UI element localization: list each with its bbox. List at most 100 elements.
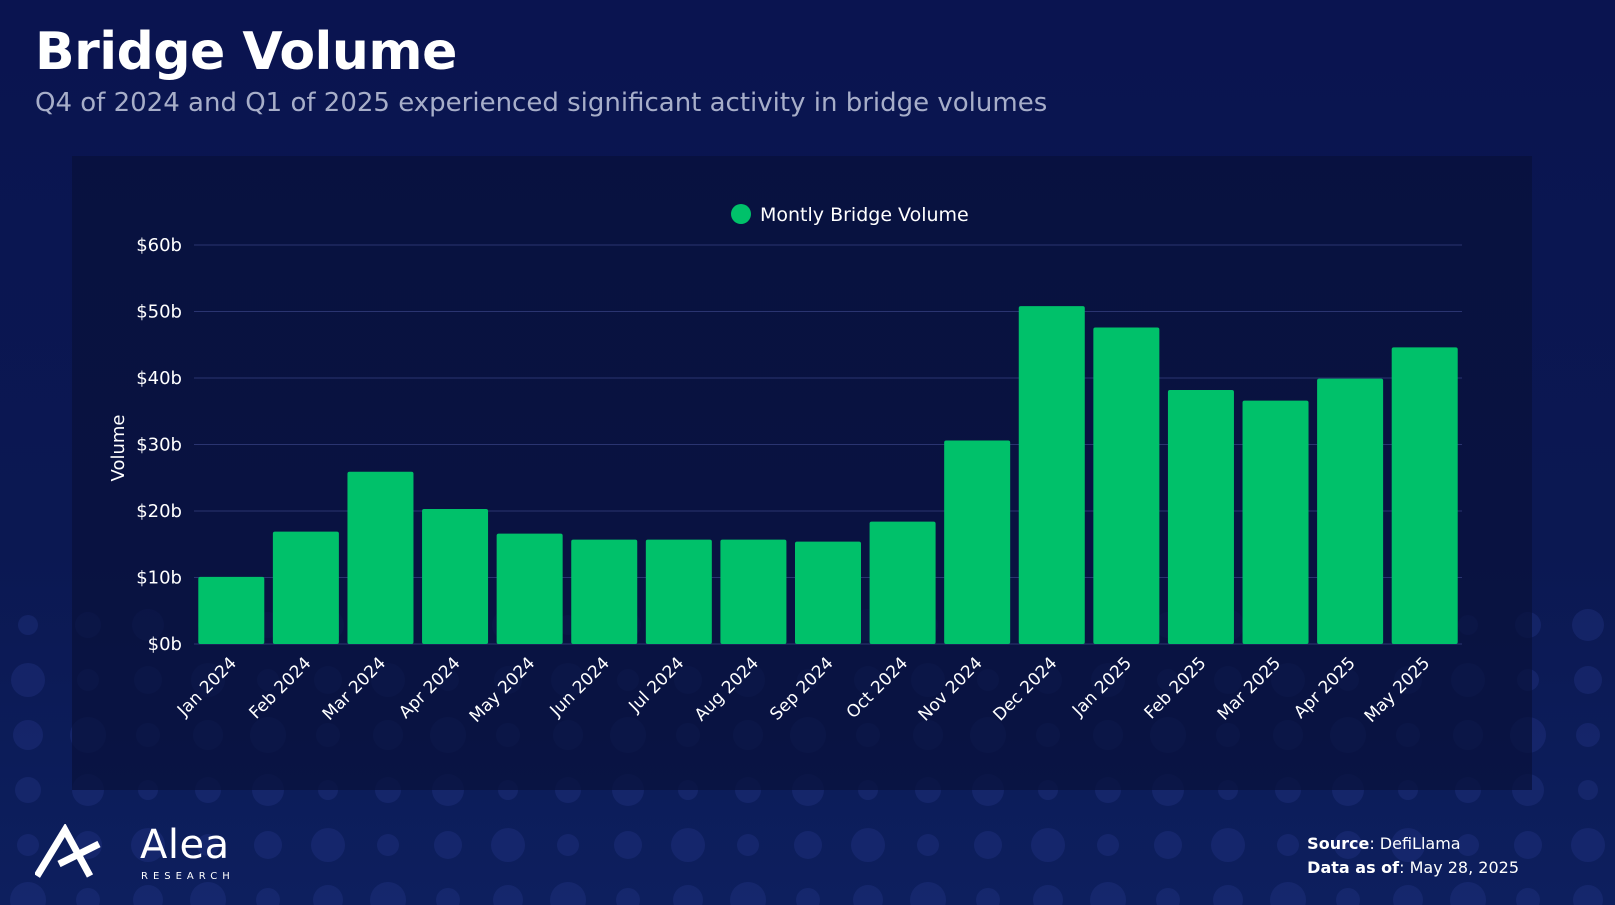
y-tick-label: $40b <box>136 368 182 389</box>
decorative-dot <box>671 828 705 862</box>
decorative-dot <box>1578 780 1598 800</box>
page-title: Bridge Volume <box>35 22 457 82</box>
decorative-dot <box>313 885 343 905</box>
decorative-dot <box>853 885 883 905</box>
decorative-dot <box>1573 885 1603 905</box>
decorative-dot <box>133 885 163 905</box>
legend-label: Montly Bridge Volume <box>760 204 969 226</box>
decorative-dot <box>737 834 759 856</box>
decorative-dot <box>493 885 523 905</box>
decorative-dot <box>1033 885 1063 905</box>
decorative-dot <box>436 888 460 905</box>
decorative-dot <box>794 831 822 859</box>
y-tick-label: $0b <box>148 634 182 655</box>
x-tick-label: Sep 2024 <box>766 653 837 724</box>
decorative-dot <box>976 888 1000 905</box>
decorative-dot <box>256 888 280 905</box>
decorative-dot <box>1097 834 1119 856</box>
x-tick-label: Dec 2024 <box>989 653 1061 725</box>
decorative-dot <box>917 834 939 856</box>
decorative-dot <box>1154 831 1182 859</box>
bar <box>272 531 339 644</box>
bar <box>1391 347 1458 644</box>
decorative-dot <box>15 777 41 803</box>
decorative-dot <box>1031 828 1065 862</box>
decorative-dot <box>616 888 640 905</box>
x-tick-label: Mar 2025 <box>1214 653 1285 724</box>
decorative-dot <box>1450 882 1486 905</box>
alea-logo-icon <box>35 824 101 878</box>
bar <box>571 539 638 644</box>
bar <box>869 521 936 644</box>
decorative-dot <box>11 663 45 697</box>
source-footer: Source: DefiLlama Data as of: May 28, 20… <box>1307 832 1519 880</box>
brand-name: Alea <box>140 822 230 868</box>
y-tick-label: $10b <box>136 568 182 589</box>
x-tick-label: Apr 2025 <box>1290 653 1359 722</box>
decorative-dot <box>1270 882 1306 905</box>
decorative-dot <box>1090 882 1126 905</box>
bar <box>422 509 489 644</box>
y-axis-label: Volume <box>108 415 129 482</box>
decorative-dot <box>673 885 703 905</box>
y-tick-label: $60b <box>136 235 182 256</box>
decorative-dot <box>1277 834 1299 856</box>
decorative-dot <box>1571 828 1605 862</box>
decorative-dot <box>910 882 946 905</box>
bar <box>720 539 787 644</box>
bar <box>1242 400 1309 644</box>
x-tick-label: Jun 2024 <box>546 653 614 721</box>
decorative-dot <box>491 828 525 862</box>
decorative-dot <box>1393 885 1423 905</box>
x-tick-label: Nov 2024 <box>915 653 987 725</box>
x-tick-label: May 2024 <box>466 653 539 726</box>
decorative-dot <box>1156 888 1180 905</box>
data-as-of-label: Data as of <box>1307 858 1400 877</box>
x-tick-label: Oct 2024 <box>843 653 912 722</box>
decorative-dot <box>311 828 345 862</box>
decorative-dot <box>1576 723 1600 747</box>
decorative-dot <box>851 828 885 862</box>
source-label: Source <box>1307 834 1370 853</box>
source-line: Source: DefiLlama <box>1307 832 1519 856</box>
decorative-dot <box>18 615 38 635</box>
decorative-dot <box>730 882 766 905</box>
bar <box>1167 389 1234 644</box>
x-tick-label: Feb 2025 <box>1141 653 1211 723</box>
decorative-dot <box>370 882 406 905</box>
bar <box>1093 327 1160 644</box>
y-tick-label: $50b <box>136 302 182 323</box>
x-tick-label: May 2025 <box>1361 653 1434 726</box>
bar <box>347 471 414 644</box>
x-tick-label: Apr 2024 <box>395 653 464 722</box>
decorative-dot <box>13 720 43 750</box>
legend-swatch <box>731 204 751 224</box>
decorative-dot <box>1211 828 1245 862</box>
decorative-dot <box>796 888 820 905</box>
decorative-dot <box>1336 888 1360 905</box>
decorative-dot <box>1516 888 1540 905</box>
x-tick-label: Aug 2024 <box>691 653 763 725</box>
decorative-dot <box>76 888 100 905</box>
x-tick-label: Mar 2024 <box>319 653 390 724</box>
y-tick-label: $30b <box>136 435 182 456</box>
decorative-dot <box>434 831 462 859</box>
bar <box>1317 378 1384 644</box>
decorative-dot <box>254 831 282 859</box>
bar <box>794 541 862 644</box>
x-tick-label: Jan 2024 <box>173 653 241 721</box>
decorative-dot <box>974 831 1002 859</box>
data-as-of-value: : May 28, 2025 <box>1399 858 1519 877</box>
bar <box>198 576 265 644</box>
bar <box>645 539 712 644</box>
source-value: : DefiLlama <box>1369 834 1461 853</box>
page-subtitle: Q4 of 2024 and Q1 of 2025 experienced si… <box>35 88 1048 118</box>
y-tick-label: $20b <box>136 501 182 522</box>
decorative-dot <box>614 831 642 859</box>
decorative-dot <box>557 834 579 856</box>
decorative-dot <box>1574 666 1602 694</box>
bar-chart: $0b$10b$20b$30b$40b$50b$60b Jan 2024 Feb … <box>108 204 1462 727</box>
x-tick-label: Jan 2025 <box>1068 653 1136 721</box>
decorative-dot <box>1213 885 1243 905</box>
x-tick-label: Feb 2024 <box>246 653 316 723</box>
